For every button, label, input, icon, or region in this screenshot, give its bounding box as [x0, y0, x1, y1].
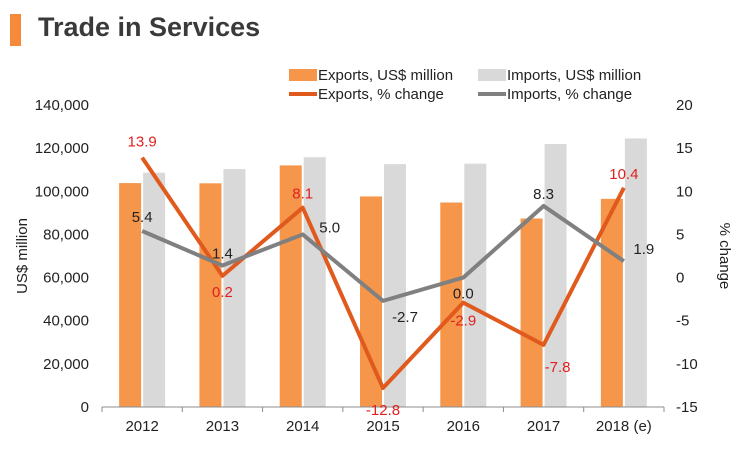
- exports-bar: [279, 165, 302, 407]
- exports-change-label: -7.8: [545, 359, 571, 376]
- y2-tick-label: -5: [676, 313, 689, 330]
- chart-title: Trade in Services: [38, 12, 261, 42]
- y2-tick-label: 5: [676, 226, 684, 243]
- imports-change-label: 5.0: [319, 219, 340, 236]
- exports-change-label: 0.2: [212, 284, 233, 301]
- x-tick-label: 2013: [206, 418, 239, 435]
- x-tick-label: 2014: [286, 418, 319, 435]
- imports-bar: [143, 172, 166, 407]
- exports-bar: [520, 218, 543, 407]
- y-tick-label: 0: [81, 399, 89, 416]
- exports-change-label: 13.9: [128, 134, 157, 151]
- y-tick-label: 40,000: [43, 313, 89, 330]
- x-tick-label: 2012: [125, 418, 158, 435]
- y2-tick-label: 0: [676, 270, 684, 287]
- x-tick-label: 2018 (e): [596, 418, 652, 435]
- y-axis-label: US$ million: [14, 218, 31, 294]
- exports-bar: [440, 202, 463, 407]
- y2-tick-label: 20: [676, 97, 693, 114]
- legend-label: Imports, % change: [507, 86, 632, 103]
- y2-tick-label: -10: [676, 356, 698, 373]
- imports-bar: [464, 163, 487, 407]
- exports-bar: [360, 196, 382, 407]
- legend-swatch: [289, 69, 317, 81]
- exports-change-line: [140, 156, 626, 391]
- exports-change-label: -12.8: [366, 402, 400, 419]
- legend-label: Exports, US$ million: [318, 67, 453, 84]
- exports-change-label: -2.9: [450, 313, 476, 330]
- imports-change-line: [141, 203, 625, 303]
- exports-change-label: 8.1: [292, 186, 313, 203]
- y-tick-label: 60,000: [43, 270, 89, 287]
- y2-tick-label: -15: [676, 399, 698, 416]
- title-accent-bar: [10, 14, 21, 46]
- y-tick-label: 20,000: [43, 356, 89, 373]
- imports-change-label: 8.3: [533, 186, 554, 203]
- imports-bar: [384, 164, 406, 407]
- y2-tick-label: 10: [676, 183, 693, 200]
- y-tick-label: 80,000: [43, 226, 89, 243]
- imports-change-label: 1.4: [212, 245, 233, 262]
- y2-tick-label: 15: [676, 140, 693, 157]
- x-tick-label: 2016: [447, 418, 480, 435]
- imports-bar: [223, 169, 246, 407]
- x-tick-label: 2017: [527, 418, 560, 435]
- legend-label: Imports, US$ million: [507, 67, 641, 84]
- exports-bar: [199, 183, 222, 407]
- y-tick-label: 140,000: [35, 97, 89, 114]
- y-tick-label: 100,000: [35, 183, 89, 200]
- legend-label: Exports, % change: [318, 86, 444, 103]
- exports-bar: [119, 183, 142, 407]
- imports-bar: [624, 138, 647, 407]
- imports-change-label: 0.0: [453, 286, 474, 303]
- imports-change-label: 5.4: [132, 209, 153, 226]
- exports-change-label: 10.4: [609, 166, 638, 183]
- y-tick-label: 120,000: [35, 140, 89, 157]
- y2-axis-label: % change: [716, 223, 733, 290]
- legend-swatch: [478, 69, 506, 81]
- imports-change-label: -2.7: [392, 309, 418, 326]
- imports-change-label: 1.9: [633, 241, 654, 258]
- x-tick-label: 2015: [366, 418, 399, 435]
